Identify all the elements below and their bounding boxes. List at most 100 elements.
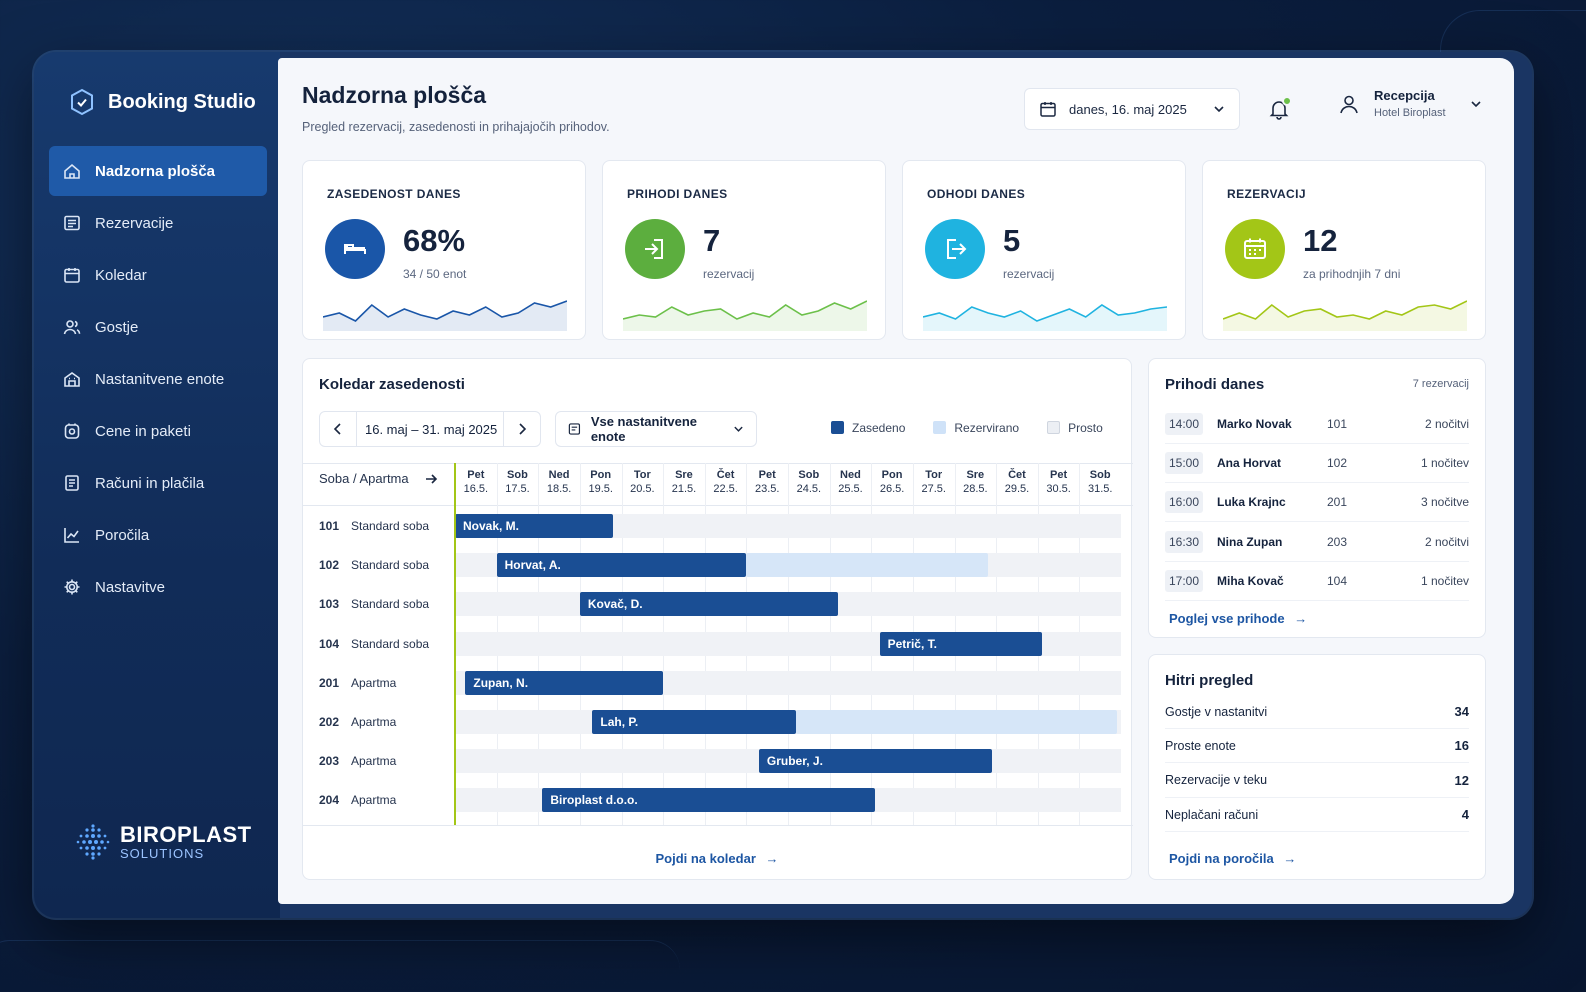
quick-stat-value: 16 <box>1454 738 1469 754</box>
booking-bar[interactable]: Lah, P. <box>592 710 797 734</box>
brand[interactable]: Booking Studio <box>68 88 256 116</box>
booking-bar[interactable]: Gruber, J. <box>758 749 992 774</box>
day-column-header: Pet 23.5. <box>754 469 780 495</box>
company-tagline: SOLUTIONS <box>120 845 205 861</box>
kpi-sparkline <box>923 304 1167 331</box>
kpi-card-3[interactable]: REZERVACIJ 12 za prihodnjih 7 dni <box>1202 160 1486 340</box>
departure-icon <box>947 239 967 259</box>
sidebar: Booking Studio Nadzorna plošča Rezervacij… <box>34 52 280 918</box>
kpi-icon-circle <box>925 219 985 279</box>
booking-logo-icon <box>71 88 93 116</box>
sidebar-item-5[interactable]: Cene in paketi <box>49 406 267 456</box>
quick-stat-value: 34 <box>1454 704 1469 719</box>
kpi-value: 5 <box>1003 223 1021 258</box>
quick-overview-title: Hitri pregled <box>1165 672 1254 689</box>
room-track: Kovač, D. <box>455 592 1121 617</box>
quick-stat-row: Proste enote 16 <box>1165 729 1469 764</box>
view-all-arrivals-link[interactable]: Poglej vse prihode → <box>1169 611 1308 626</box>
legend-item: Prosto <box>1047 421 1103 435</box>
kpi-value: 68% <box>403 223 466 258</box>
kpi-card-0[interactable]: ZASEDENOST DANES 68% 34 / 50 enot <box>302 160 586 340</box>
sidebar-item-2[interactable]: Koledar <box>49 250 267 300</box>
sidebar-item-6[interactable]: Računi in plačila <box>49 458 267 508</box>
arrow-right-icon[interactable] <box>425 473 439 485</box>
calendar-days-header: Pet 16.5. Sob 17.5. Ned 18.5. Pon 19.5. Tor 20.5.… <box>455 463 1121 505</box>
booking-bar[interactable]: Kovač, D. <box>579 592 838 617</box>
reserved-bar[interactable] <box>746 553 988 578</box>
day-column-header: Sob 24.5. <box>796 469 822 495</box>
tag-icon <box>64 423 80 439</box>
room-track: Petrič, T. <box>455 631 1121 656</box>
guest-name: Luka Krajnc <box>1217 495 1286 510</box>
sidebar-item-0[interactable]: Nadzorna plošča <box>49 146 267 196</box>
sidebar-item-label: Nastavitve <box>95 578 166 596</box>
units-filter-dropdown[interactable]: Vse nastanitvene enote <box>555 411 757 447</box>
invoice-icon <box>65 475 79 491</box>
room-label[interactable]: 203 Apartma <box>319 754 397 769</box>
arrival-row[interactable]: 15:00 Ana Horvat 102 1 nočitev <box>1165 444 1469 484</box>
go-to-calendar-link[interactable]: Pojdi na koledar → <box>655 851 779 866</box>
day-column-header: Sre 21.5. <box>671 469 697 495</box>
room-number: 102 <box>1327 456 1348 471</box>
sidebar-item-4[interactable]: Nastanitvene enote <box>49 354 267 404</box>
room-label[interactable]: 103 Standard soba <box>319 597 430 612</box>
room-number: 201 <box>1327 495 1348 510</box>
sidebar-item-label: Rezervacije <box>95 214 174 232</box>
prev-range-button[interactable] <box>320 412 356 446</box>
booking-bar[interactable]: Zupan, N. <box>465 670 664 695</box>
arrow-right-icon: → <box>1283 851 1297 866</box>
kpi-sparkline <box>623 300 867 331</box>
day-column-header: Pon 26.5. <box>879 469 905 495</box>
booking-bar[interactable]: Biroplast d.o.o. <box>542 788 876 813</box>
room-label[interactable]: 104 Standard soba <box>319 636 430 651</box>
sidebar-item-8[interactable]: Nastavitve <box>49 562 267 612</box>
company-name: BIROPLAST <box>120 821 252 847</box>
arrival-row[interactable]: 14:00 Marko Novak 101 2 nočitvi <box>1165 405 1469 444</box>
user-menu[interactable]: Recepcija Hotel Biroplast <box>1338 88 1482 119</box>
booking-bar[interactable]: Novak, M. <box>455 514 614 538</box>
arrival-row[interactable]: 16:00 Luka Krajnc 201 3 nočitve <box>1165 483 1469 523</box>
day-column-header: Sob 17.5. <box>505 469 530 495</box>
chevron-down-icon <box>1470 100 1481 107</box>
booking-bar[interactable]: Horvat, A. <box>496 553 747 578</box>
legend-swatch <box>1047 421 1061 434</box>
sidebar-item-3[interactable]: Gostje <box>49 302 267 352</box>
arrival-row[interactable]: 16:30 Nina Zupan 203 2 nočitvi <box>1165 523 1469 562</box>
date-picker[interactable]: danes, 16. maj 2025 <box>1024 88 1240 130</box>
kpi-card-1[interactable]: PRIHODI DANES 7 rezervacij <box>602 160 886 340</box>
quick-stat-label: Rezervacije v teku <box>1165 773 1268 788</box>
room-number: 203 <box>1327 534 1348 549</box>
day-column-header: Pet 30.5. <box>1046 469 1071 495</box>
arrival-row[interactable]: 17:00 Miha Kovač 104 1 nočitev <box>1165 562 1469 601</box>
kpi-subtext: rezervacij <box>703 267 755 281</box>
booking-bar[interactable]: Petrič, T. <box>879 631 1042 656</box>
today-marker <box>454 463 456 825</box>
chevron-left-icon <box>333 423 341 435</box>
arrivals-title: Prihodi danes <box>1165 376 1265 393</box>
dots-logo-icon <box>76 824 110 860</box>
room-track: Lah, P. <box>455 710 1121 734</box>
kpi-label: REZERVACIJ <box>1227 187 1306 201</box>
notifications-button[interactable]: 3 <box>1268 96 1292 122</box>
room-label[interactable]: 202 Apartma <box>319 715 397 729</box>
quick-stat-row: Rezervacije v teku 12 <box>1165 764 1469 798</box>
nights-count: 2 nočitvi <box>1424 417 1469 431</box>
sidebar-item-7[interactable]: Poročila <box>49 510 267 560</box>
legend-swatch <box>933 421 947 434</box>
room-label[interactable]: 204 Apartma <box>319 793 397 808</box>
gear-icon <box>64 579 80 595</box>
room-label[interactable]: 102 Standard soba <box>319 558 430 573</box>
arrival-icon <box>645 239 663 259</box>
users-icon <box>63 320 81 335</box>
kpi-sparkline <box>1223 300 1467 331</box>
room-label[interactable]: 201 Apartma <box>319 675 397 690</box>
reserved-bar[interactable] <box>796 710 1117 734</box>
go-to-reports-link[interactable]: Pojdi na poročila → <box>1169 851 1297 866</box>
next-range-button[interactable] <box>504 412 540 446</box>
kpi-card-2[interactable]: ODHODI DANES 5 rezervacij <box>902 160 1186 340</box>
room-label[interactable]: 101 Standard soba <box>319 519 430 533</box>
chevron-down-icon <box>1214 106 1224 113</box>
sidebar-item-1[interactable]: Rezervacije <box>49 198 267 248</box>
arrival-time: 17:00 <box>1165 569 1203 592</box>
kpi-sparkline <box>323 300 567 331</box>
